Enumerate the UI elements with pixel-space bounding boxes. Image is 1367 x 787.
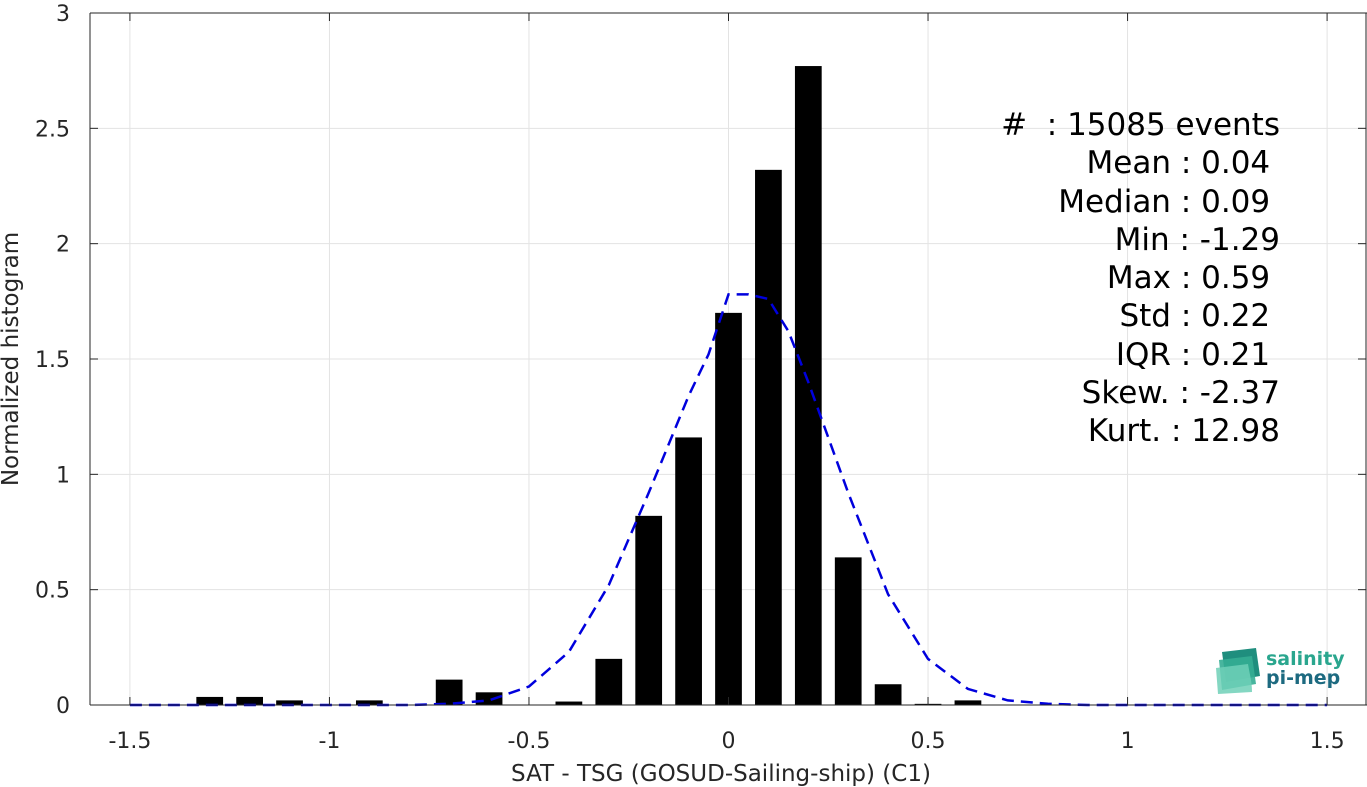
axes-frame [89,12,1367,706]
x-tick-label: 0 [722,729,736,754]
histogram-bar [834,557,862,705]
y-axis-label: Normalized histogram [0,232,24,486]
y-tick-label: 1 [56,463,70,488]
stat-iqr: IQR : 0.21 [1115,336,1280,373]
histogram-bar [874,684,902,705]
stat-skew: Skew. : -2.37 [1081,375,1280,412]
histogram-bar [715,312,742,705]
stat-std: Std : 0.22 [1119,298,1280,335]
statistics-box: # : 15085 events Mean : 0.04 Median : 0.… [900,106,1280,451]
y-tick-label: 2.5 [35,117,70,142]
stat-mean: Mean : 0.04 [1086,145,1280,182]
y-tick-label: 2 [56,233,70,258]
histogram-bar [355,700,383,705]
histogram-bar [954,700,982,705]
y-tick-label: 3 [56,2,70,27]
stat-min: Min : -1.29 [1114,221,1280,258]
x-axis-label: SAT - TSG (GOSUD-Sailing-ship) (C1) [511,761,931,787]
stat-max: Max : 0.59 [1106,260,1280,297]
stat-count: # : 15085 events [1001,107,1280,143]
histogram-bar [475,692,503,705]
x-tick-label: 1 [1121,729,1135,754]
logo-line1: salinity [1266,648,1345,670]
x-tick-label: 0.5 [911,729,946,754]
stat-kurt: Kurt. : 12.98 [1087,413,1280,450]
stat-median: Median : 0.09 [1058,183,1280,220]
histogram-bar [555,701,583,705]
x-tick-label: -1.5 [108,729,151,754]
x-tick-label: 1.5 [1310,729,1345,754]
histogram-bar [794,66,822,705]
y-tick-labels: 0 0.5 1 1.5 2 2.5 3 [35,2,70,719]
x-tick-labels: -1.5 -1 -0.5 0 0.5 1 1.5 [108,729,1344,754]
logo-line2: pi-mep [1266,667,1341,689]
histogram-bar [236,696,263,705]
histogram-bar [675,437,702,705]
histogram-bar [595,658,623,705]
histogram-bar [276,700,303,705]
histogram-bar [196,696,224,705]
bars-group [196,66,982,705]
histogram-bar [755,169,782,705]
y-tick-label: 0 [56,694,70,719]
salinity-pimep-logo: salinity pi-mep [1216,646,1346,696]
histogram-bar [435,679,463,705]
y-tick-label: 1.5 [35,348,70,373]
y-tick-label: 0.5 [35,579,70,604]
logo-wave-icon [1216,648,1260,694]
x-tick-label: -1 [318,729,340,754]
x-tick-label: -0.5 [508,729,551,754]
histogram-bar [635,515,663,705]
